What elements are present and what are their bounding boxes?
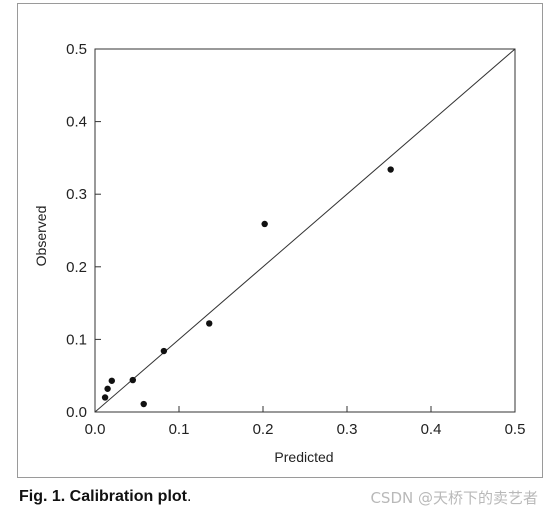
- data-point: [108, 377, 116, 384]
- x-tick-label: 0.4: [421, 421, 442, 438]
- y-axis-ticks: 0.0 0.1 0.2 0.3 0.4 0.5: [66, 41, 101, 421]
- y-tick-label: 0.2: [66, 259, 87, 276]
- x-tick-label: 0.3: [337, 421, 358, 438]
- x-tick-label: 0.0: [85, 421, 106, 438]
- data-points: [101, 166, 394, 408]
- y-axis-title: Observed: [33, 206, 49, 267]
- x-axis-ticks: 0.0 0.1 0.2 0.3 0.4 0.5: [85, 406, 526, 438]
- y-tick-label: 0.4: [66, 114, 87, 131]
- data-point: [101, 394, 109, 401]
- reference-diagonal-line: [94, 48, 516, 413]
- y-tick-label: 0.3: [66, 186, 87, 203]
- x-tick-label: 0.5: [505, 421, 526, 438]
- y-tick-label: 0.0: [66, 404, 87, 421]
- y-tick-label: 0.5: [66, 41, 87, 58]
- data-point: [129, 376, 136, 384]
- plot-area: [94, 48, 516, 413]
- data-point: [387, 166, 394, 173]
- watermark: CSDN @天桥下的卖艺者: [370, 489, 538, 507]
- caption-lead: Fig. 1. Calibration plot: [19, 488, 187, 505]
- data-point: [261, 220, 268, 228]
- data-point: [140, 400, 147, 408]
- y-tick-label: 0.1: [66, 331, 87, 348]
- data-point: [206, 320, 213, 327]
- figure-caption: Fig. 1. Calibration plot.: [19, 488, 191, 506]
- data-point: [104, 385, 111, 392]
- x-axis-title: Predicted: [274, 449, 333, 465]
- figure-frame: [17, 3, 543, 478]
- caption-tail: .: [187, 488, 192, 505]
- x-tick-label: 0.2: [253, 421, 274, 438]
- data-point: [160, 347, 168, 355]
- x-tick-label: 0.1: [169, 421, 190, 438]
